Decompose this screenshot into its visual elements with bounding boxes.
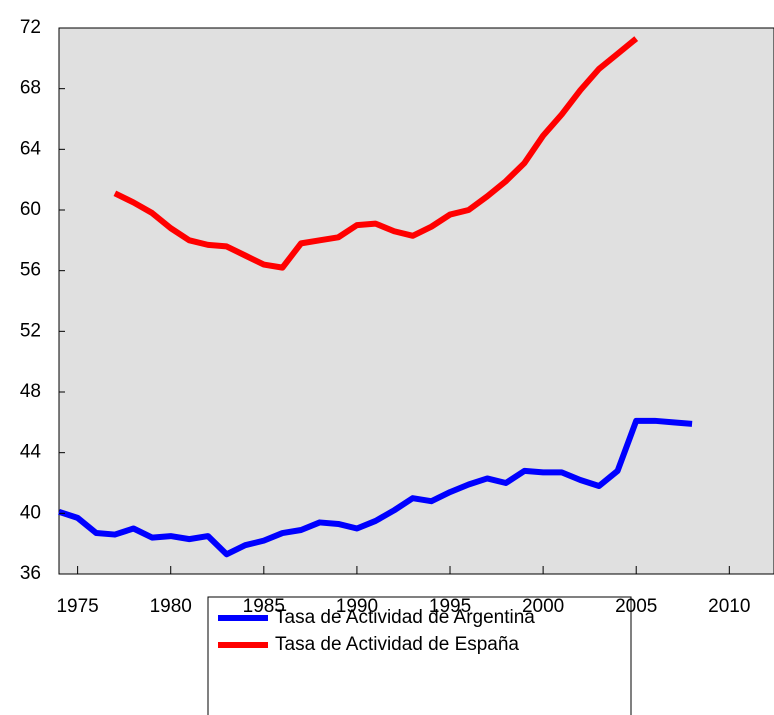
y-tick-label: 48: [20, 381, 41, 402]
x-tick-label: 2000: [522, 596, 564, 617]
legend-label: Tasa de Actividad de Argentina: [275, 607, 535, 628]
x-tick-label: 1975: [56, 596, 98, 617]
y-tick-label: 36: [20, 563, 41, 584]
y-tick-label: 40: [20, 502, 41, 523]
y-tick-label: 44: [20, 442, 42, 463]
y-tick-label: 56: [20, 260, 41, 281]
x-tick-label: 2010: [708, 596, 750, 617]
series-line: [113, 36, 639, 271]
x-tick-label: 1990: [336, 596, 378, 617]
x-tick-label: 1995: [429, 596, 471, 617]
legend-box: [207, 596, 632, 715]
y-tick-label: 64: [20, 138, 42, 159]
legend-label: Tasa de Actividad de España: [275, 634, 519, 655]
y-tick-label: 52: [20, 320, 41, 341]
y-tick-label: 60: [20, 199, 41, 220]
y-tick-label: 68: [20, 78, 41, 99]
series-line: [58, 417, 693, 558]
x-tick-label: 2005: [615, 596, 657, 617]
plot-area: [58, 27, 774, 575]
x-tick-label: 1980: [150, 596, 192, 617]
y-tick-label: 72: [20, 17, 41, 38]
x-tick-label: 1985: [243, 596, 285, 617]
